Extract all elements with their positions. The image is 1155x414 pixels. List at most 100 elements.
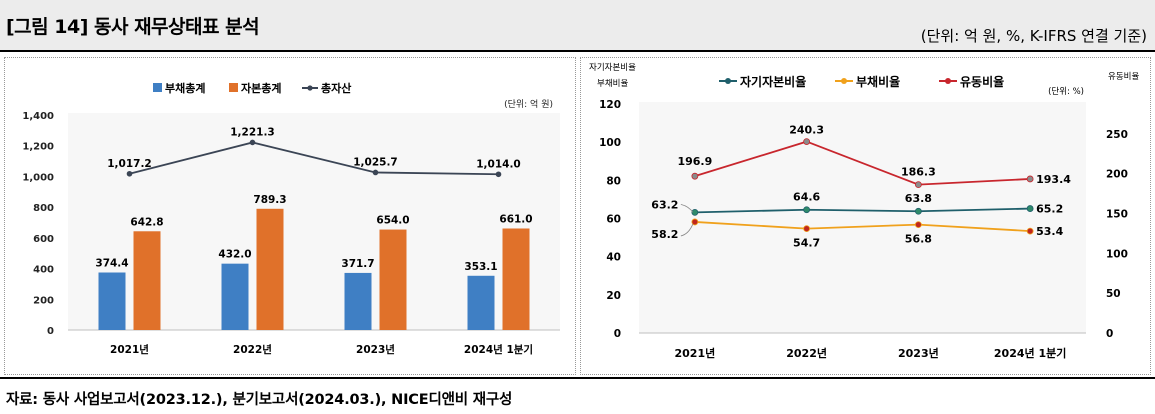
bar-liabilities [221, 263, 249, 330]
line-total-assets [129, 141, 499, 176]
y-tick-label: 1,000 [22, 172, 54, 183]
balance-sheet-chart-panel: 0 200 400 600 800 1,000 1,200 1,400 (단위: 억 원) 부채총… [4, 57, 576, 375]
data-label-equity: 642.8 [130, 216, 163, 228]
data-label-equity: 654.0 [376, 215, 409, 227]
balance-sheet-chart: 0 200 400 600 800 1,000 1,200 1,400 (단위: 억 원) 부채총… [22, 81, 560, 356]
bar-equity [502, 228, 530, 330]
y-tick-label: 1,200 [22, 142, 54, 153]
line-current-ratio [694, 140, 1031, 186]
y-tick-label: 1,400 [22, 111, 54, 122]
left-y-tick-label: 60 [606, 214, 621, 226]
point-debt-ratio [914, 221, 922, 229]
data-label-current-ratio: 193.4 [1036, 173, 1071, 186]
legend-label-current-ratio: 유동비율 [960, 74, 1004, 89]
data-label-total-assets: 1,025.7 [353, 156, 398, 168]
point-current-ratio [914, 181, 922, 189]
data-label-equity-ratio: 65.2 [1036, 203, 1063, 216]
legend-marker-total-assets [307, 85, 313, 91]
right-y-tick-label: 200 [1106, 169, 1128, 181]
right-y-tick-label: 250 [1106, 129, 1128, 141]
y-tick-label: 800 [33, 203, 54, 214]
legend-label-liabilities: 부채총계 [165, 81, 205, 95]
data-label-liabilities: 353.1 [464, 261, 497, 273]
right-axis-title: 유동비율 [1108, 72, 1139, 82]
data-label-equity-ratio: 64.6 [793, 191, 820, 204]
left-y-tick-label: 100 [599, 137, 621, 149]
data-label-total-assets: 1,014.0 [476, 158, 521, 170]
left-y-tick-label: 0 [614, 328, 621, 340]
data-label-total-assets: 1,221.3 [230, 126, 275, 138]
legend-marker-equity-ratio [725, 78, 731, 84]
chart-unit-label: (단위: %) [1048, 86, 1084, 97]
x-tick-label: 2021년 [110, 343, 149, 356]
unit-note: (단위: 억 원, %, K-IFRS 연결 기준) [920, 27, 1147, 45]
bar-equity [379, 229, 407, 330]
point-debt-ratio [1026, 227, 1034, 235]
x-tick-label: 2023년 [356, 343, 395, 356]
point-total-assets [126, 170, 133, 177]
source-note: 자료: 동사 사업보고서(2023.12.), 분기보고서(2024.03.),… [6, 392, 513, 408]
point-equity-ratio [691, 208, 699, 216]
legend-swatch-equity [229, 83, 238, 92]
point-current-ratio [691, 172, 699, 180]
data-label-liabilities: 371.7 [341, 258, 374, 270]
x-tick-label: 2024년 1분기 [464, 343, 533, 356]
leader-line [680, 223, 694, 237]
y-tick-label: 600 [33, 234, 54, 245]
legend-label-total-assets: 총자산 [321, 81, 351, 95]
point-current-ratio [1026, 175, 1034, 183]
legend-marker-debt-ratio [841, 78, 847, 84]
point-equity-ratio [914, 207, 922, 215]
point-equity-ratio [803, 206, 811, 214]
left-y-tick-label: 20 [606, 290, 621, 302]
bar-liabilities [98, 272, 126, 330]
data-label-equity: 661.0 [499, 213, 532, 225]
data-label-total-assets: 1,017.2 [107, 158, 152, 170]
legend-label-equity-ratio: 자기자본비율 [740, 74, 806, 89]
figure-title: [그림 14] 동사 재무상태표 분석 [6, 16, 260, 38]
point-total-assets [249, 139, 256, 146]
point-debt-ratio [803, 225, 811, 233]
right-y-tick-label: 50 [1106, 288, 1121, 300]
right-y-tick-label: 0 [1106, 328, 1113, 340]
plot-area [639, 102, 1086, 333]
left-axis-title: 자기자본비율 [589, 63, 636, 73]
figure-footer: 자료: 동사 사업보고서(2023.12.), 분기보고서(2024.03.),… [0, 377, 1155, 414]
legend-swatch-liabilities [153, 83, 162, 92]
data-label-equity-ratio: 63.2 [651, 198, 678, 211]
right-y-tick-label: 150 [1106, 209, 1128, 221]
point-total-assets [372, 169, 379, 176]
point-total-assets [495, 171, 502, 178]
point-current-ratio [803, 138, 811, 145]
bar-equity [133, 231, 161, 330]
left-axis-title: 부채비율 [597, 78, 628, 89]
bar-liabilities [467, 275, 495, 330]
left-y-tick-label: 120 [599, 99, 621, 111]
data-label-debt-ratio: 54.7 [793, 237, 820, 250]
x-tick-label: 2022년 [233, 343, 272, 356]
data-label-liabilities: 374.4 [95, 258, 128, 270]
data-label-current-ratio: 240.3 [789, 124, 824, 137]
figure-header: [그림 14] 동사 재무상태표 분석 (단위: 억 원, %, K-IFRS … [0, 0, 1155, 52]
y-tick-label: 0 [47, 326, 54, 337]
data-label-current-ratio: 186.3 [901, 166, 936, 179]
line-equity-ratio [694, 207, 1031, 214]
y-tick-label: 400 [33, 265, 54, 276]
data-label-current-ratio: 196.9 [677, 155, 712, 168]
line-debt-ratio [694, 221, 1031, 232]
data-label-liabilities: 432.0 [218, 249, 251, 261]
legend-label-debt-ratio: 부채비율 [856, 74, 900, 89]
x-tick-label: 2021년 [675, 346, 716, 360]
legend-marker-current-ratio [945, 78, 951, 84]
leader-line [680, 204, 694, 213]
left-y-tick-label: 40 [606, 252, 621, 264]
ratio-chart: 020406080100120050100150200250자기자본비율부채비율… [589, 63, 1139, 360]
x-tick-label: 2023년 [898, 346, 939, 360]
x-tick-label: 2022년 [786, 346, 827, 360]
point-debt-ratio [691, 218, 699, 226]
point-equity-ratio [1026, 205, 1034, 212]
ratio-chart-panel: 0 20 40 60 80 100 120 0 50 100 150 200 250 자기자본비율 부채비율… [580, 57, 1151, 375]
left-y-tick-label: 80 [606, 175, 621, 187]
data-label-debt-ratio: 58.2 [651, 228, 678, 241]
bar-equity [256, 208, 284, 330]
